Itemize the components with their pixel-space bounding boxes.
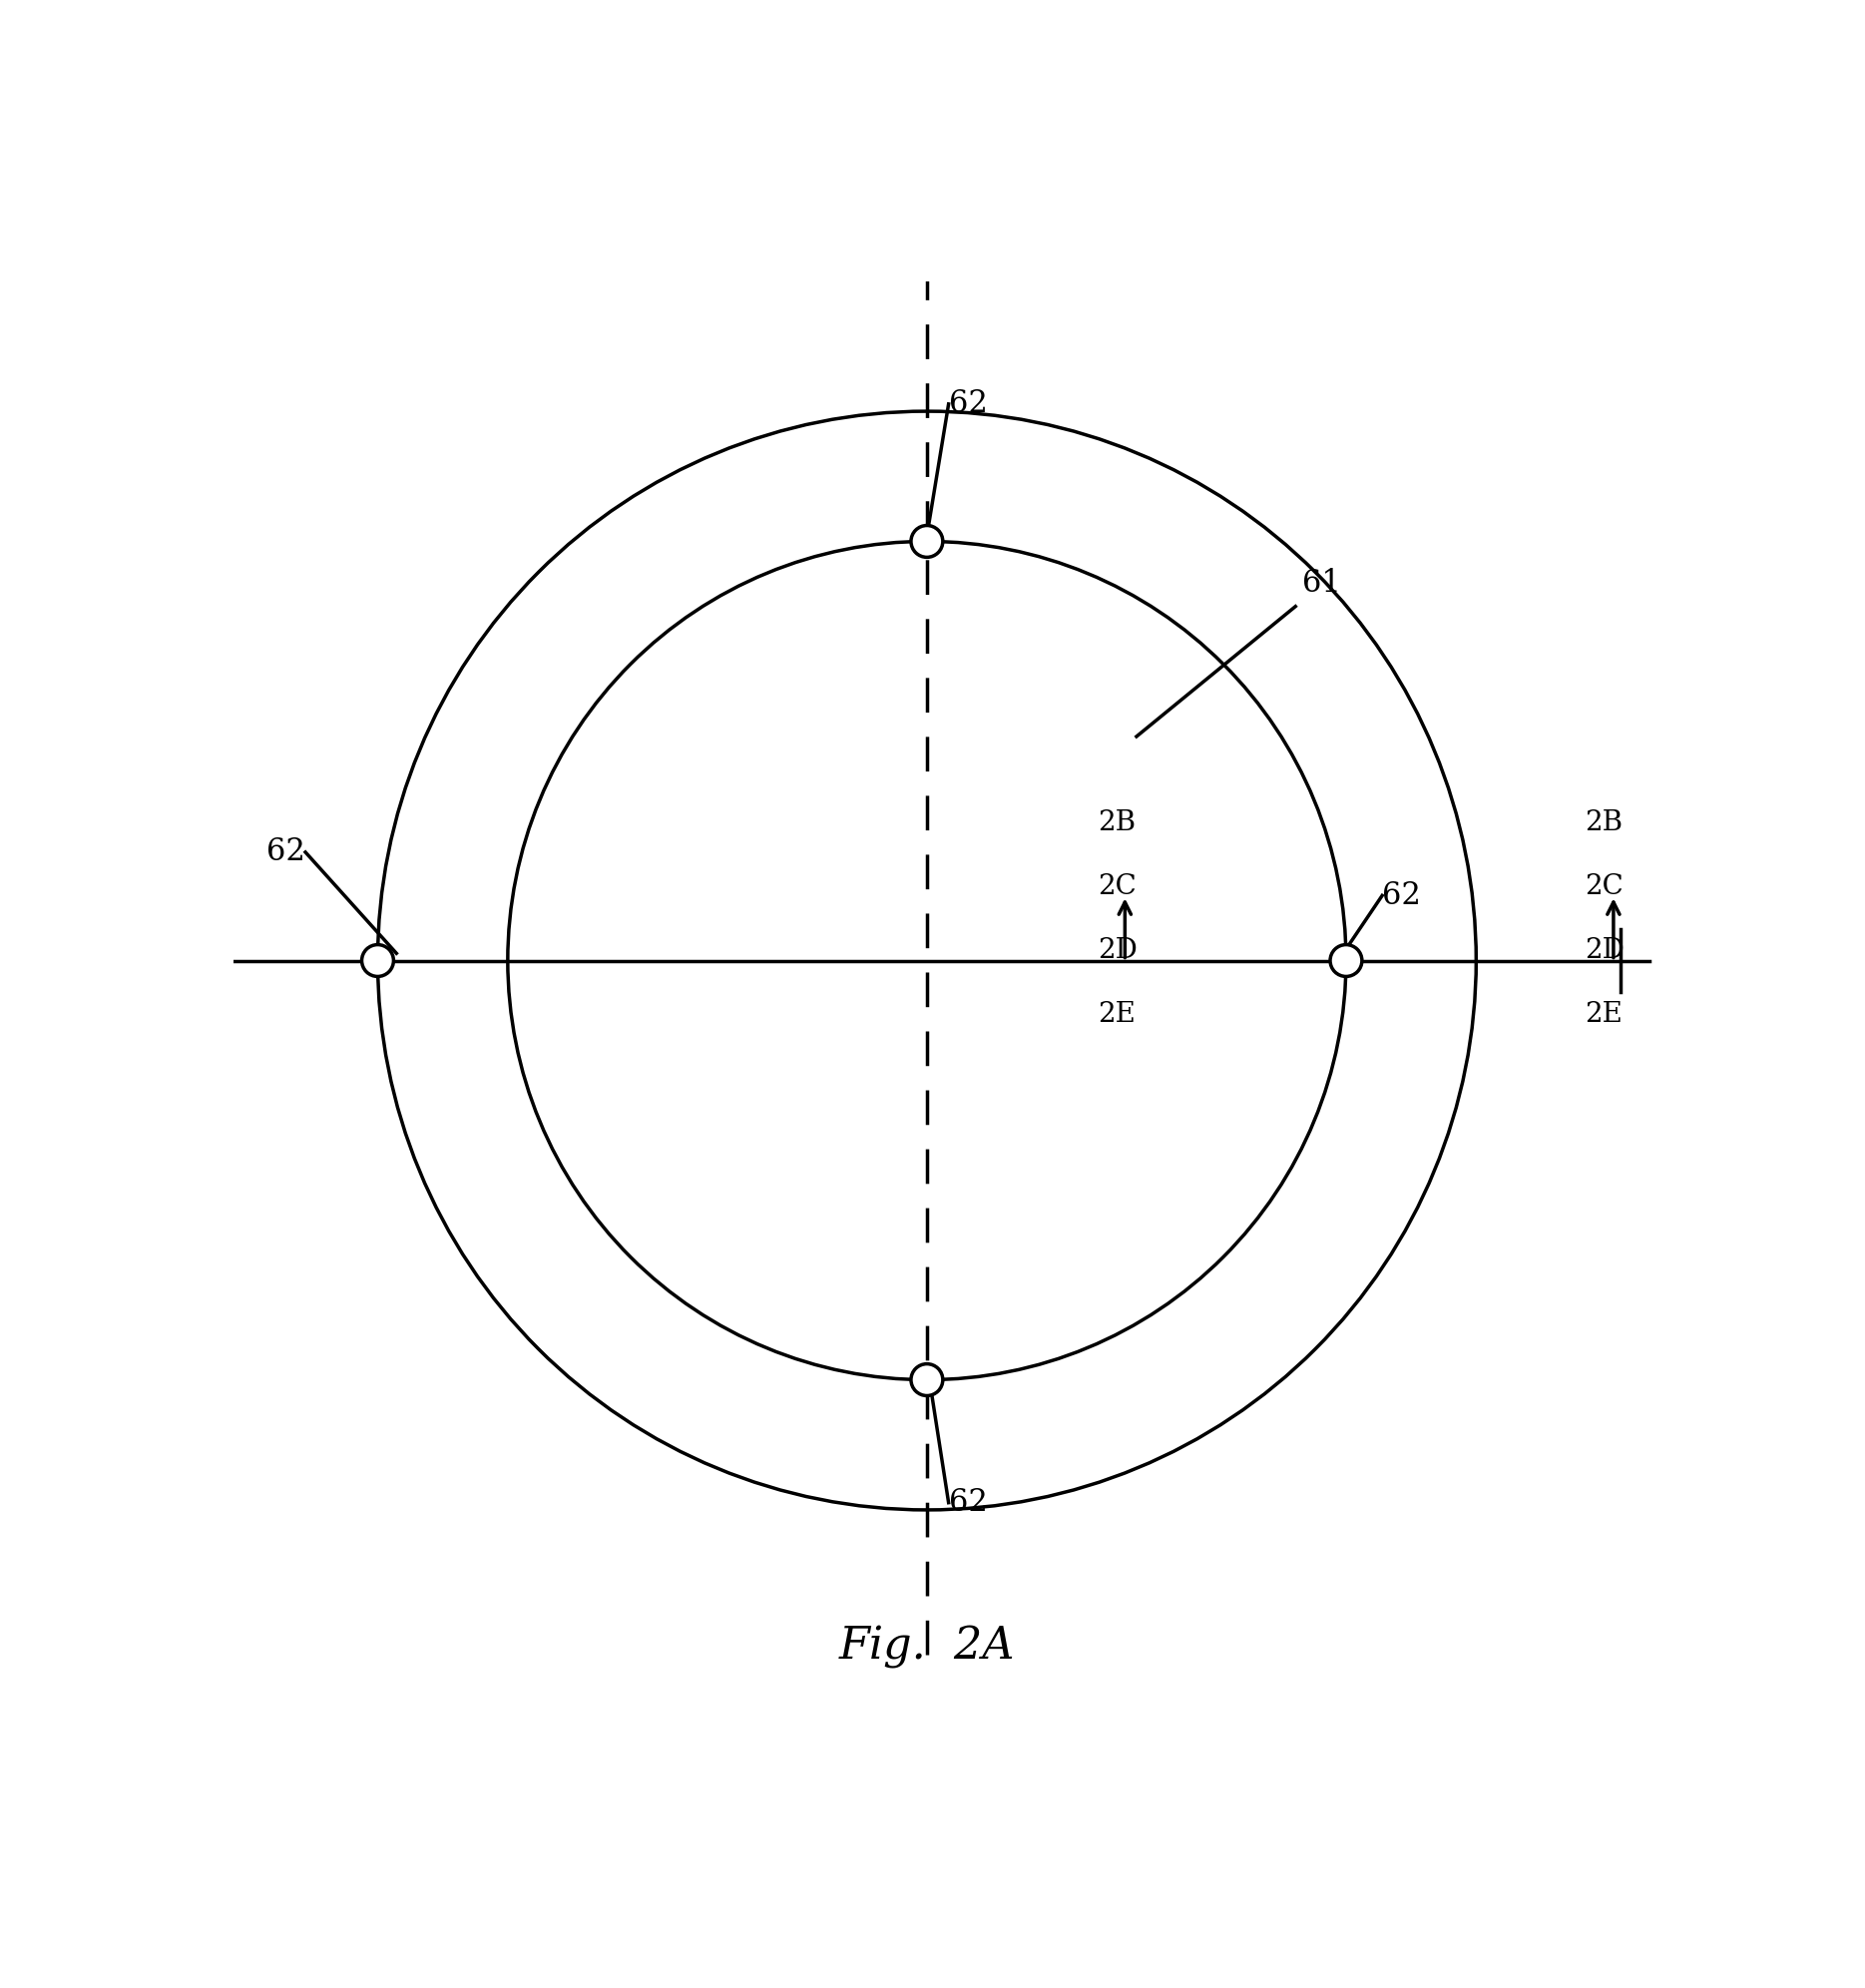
Text: 2C: 2C [1097, 873, 1136, 901]
Text: 62: 62 [949, 1487, 987, 1519]
Text: 2E: 2E [1097, 1000, 1136, 1028]
Text: 62: 62 [949, 388, 987, 419]
Text: 2D: 2D [1097, 936, 1138, 964]
Circle shape [910, 525, 944, 557]
Text: 61: 61 [1302, 569, 1341, 598]
Text: Fig.  2A: Fig. 2A [839, 1626, 1015, 1668]
Text: 2D: 2D [1585, 936, 1624, 964]
Text: 2B: 2B [1097, 809, 1136, 837]
Circle shape [1330, 944, 1361, 976]
Text: 2C: 2C [1585, 873, 1623, 901]
Text: 2B: 2B [1585, 809, 1623, 837]
Text: 2E: 2E [1585, 1000, 1623, 1028]
Text: 62: 62 [1382, 881, 1421, 911]
Text: 62: 62 [267, 837, 306, 867]
Circle shape [910, 1364, 944, 1396]
Circle shape [362, 944, 394, 976]
